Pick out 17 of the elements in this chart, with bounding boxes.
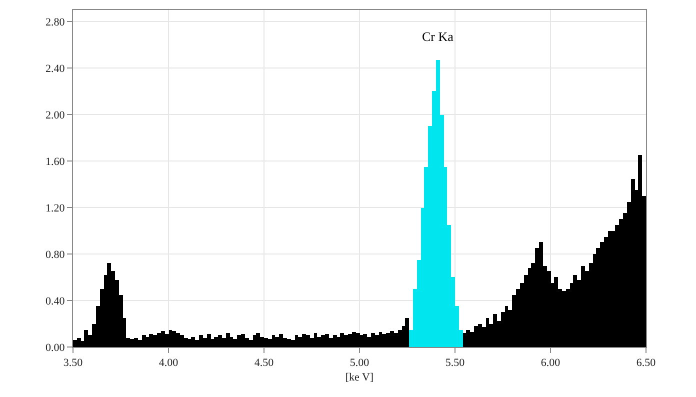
y-tick-label: 2.80 xyxy=(46,16,66,28)
y-tick-label: 2.40 xyxy=(46,62,66,75)
x-tick-label: 4.50 xyxy=(254,357,274,370)
x-tick-label: 6.50 xyxy=(636,357,656,370)
x-axis-title: [ke V] xyxy=(345,371,374,384)
y-tick-label: 0.40 xyxy=(46,295,66,308)
y-tick-label: 0.80 xyxy=(46,248,66,261)
y-tick-label: 1.20 xyxy=(46,202,66,214)
x-tick-label: 5.50 xyxy=(445,357,466,370)
annotation: Cr Ka xyxy=(422,29,454,44)
x-tick-label: 3.50 xyxy=(63,357,84,370)
y-tick-label: 2.00 xyxy=(46,109,66,122)
y-tick-label: 0.00 xyxy=(46,342,66,354)
x-tick-label: 6.00 xyxy=(540,357,561,370)
y-tick-label: 1.60 xyxy=(46,156,66,168)
x-tick-label: 5.00 xyxy=(350,357,370,370)
x-tick-label: 4.00 xyxy=(158,357,179,370)
